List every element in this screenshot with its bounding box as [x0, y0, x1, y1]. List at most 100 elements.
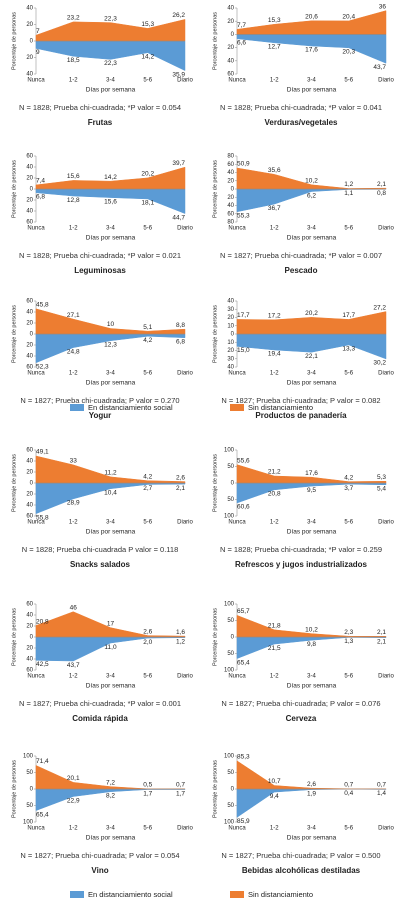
- x-tick-label: 1-2: [270, 826, 279, 832]
- value-label: 7,4: [36, 178, 45, 185]
- y-tick-label: 10: [227, 340, 234, 346]
- value-label: 19,4: [268, 351, 281, 358]
- value-label: 17: [107, 620, 115, 627]
- x-tick-label: Nunca: [228, 226, 246, 232]
- value-label: 1,4: [377, 790, 386, 797]
- x-axis-label: Días por semana: [287, 235, 337, 242]
- value-label: 3,7: [344, 485, 353, 492]
- y-tick-label: 0: [30, 39, 34, 45]
- y-tick-label: 30: [227, 356, 234, 362]
- y-tick-label: 50: [227, 651, 234, 657]
- x-tick-label: 1-2: [270, 674, 279, 680]
- value-label: 2,1: [377, 638, 386, 645]
- x-tick-label: 3-4: [307, 520, 316, 526]
- value-label: 44,7: [172, 214, 185, 221]
- y-tick-label: 100: [224, 668, 235, 674]
- area: [236, 311, 387, 335]
- chart-title: Frutas: [88, 118, 113, 127]
- value-label: 2,1: [377, 181, 386, 188]
- note: N = 1828; Prueba chi-cuadrada; *P valor …: [220, 545, 382, 554]
- area: [35, 308, 186, 335]
- x-tick-label: 1-2: [69, 674, 78, 680]
- value-label: 1,7: [143, 790, 152, 797]
- value-label: 22,3: [104, 15, 117, 22]
- value-label: 0,5: [143, 782, 152, 789]
- area: [236, 10, 387, 35]
- x-axis-label: Días por semana: [86, 683, 136, 690]
- value-label: 6,2: [307, 192, 316, 199]
- value-label: 49,1: [36, 449, 49, 456]
- value-label: 20,1: [67, 775, 80, 782]
- y-tick-label: 0: [231, 635, 235, 641]
- value-label: 2,6: [176, 474, 185, 481]
- note: N = 1828; Prueba chi-cuadrada; *P valor …: [19, 103, 181, 112]
- y-tick-label: 100: [224, 602, 235, 608]
- value-label: 1,1: [344, 190, 353, 197]
- value-label: 15,0: [237, 347, 250, 354]
- value-label: 60,6: [237, 504, 250, 511]
- value-label: 2,7: [143, 485, 152, 492]
- y-tick-label: 10: [227, 323, 234, 329]
- value-label: 85,3: [237, 754, 250, 761]
- value-label: 33: [70, 458, 78, 465]
- value-label: 2,1: [176, 485, 185, 492]
- y-tick-label: 100: [224, 448, 235, 454]
- x-tick-label: 3-4: [106, 371, 115, 377]
- x-tick-label: 3-4: [307, 226, 316, 232]
- y-tick-label: 60: [26, 154, 33, 160]
- y-tick-label: 20: [227, 348, 234, 354]
- x-tick-label: 1-2: [69, 826, 78, 832]
- value-label: 20,2: [141, 171, 154, 178]
- x-tick-label: 1-2: [69, 78, 78, 84]
- area: [35, 166, 186, 190]
- y-axis-label: Porcentaje de personas: [212, 160, 218, 218]
- y-tick-label: 20: [26, 343, 33, 349]
- y-tick-label: 20: [26, 492, 33, 498]
- value-label: 30,2: [373, 360, 386, 367]
- note: N = 1828; Prueba chi-cuadrada; *P valor …: [19, 251, 181, 260]
- x-tick-label: Diario: [177, 520, 193, 526]
- value-label: 0,4: [344, 790, 353, 797]
- y-tick-label: 40: [227, 170, 234, 176]
- y-tick-label: 0: [30, 332, 34, 338]
- value-label: 55,6: [237, 457, 250, 464]
- value-label: 12,8: [67, 197, 80, 204]
- y-tick-label: 40: [227, 6, 234, 12]
- value-label: 4,2: [143, 337, 152, 344]
- value-label: 2,6: [307, 781, 316, 788]
- value-label: 8,2: [106, 792, 115, 799]
- note: N = 1827; Prueba chi-cuadrada; P valor =…: [221, 396, 380, 405]
- value-label: 0,7: [377, 781, 386, 788]
- value-label: 71,4: [36, 758, 49, 765]
- x-tick-label: 5-6: [143, 826, 152, 832]
- x-tick-label: 3-4: [106, 674, 115, 680]
- value-label: 1,2: [344, 181, 353, 188]
- value-label: 8,8: [176, 322, 185, 329]
- value-label: 55,8: [36, 514, 49, 521]
- x-tick-label: Diario: [378, 520, 394, 526]
- x-tick-label: 1-2: [270, 520, 279, 526]
- y-tick-label: 50: [26, 803, 33, 809]
- value-label: 2,0: [143, 639, 152, 646]
- y-tick-label: 40: [227, 203, 234, 209]
- value-label: 15,3: [141, 21, 154, 28]
- value-label: 21,8: [268, 623, 281, 630]
- x-axis-label: Días por semana: [86, 87, 136, 94]
- y-tick-label: 20: [227, 195, 234, 201]
- value-label: 20,4: [342, 14, 355, 21]
- value-label: 20,2: [305, 310, 318, 317]
- value-label: 22,9: [67, 797, 80, 804]
- x-tick-label: 1-2: [69, 371, 78, 377]
- note: N = 1827; Prueba chi-cuadrada; P valor =…: [20, 396, 179, 405]
- y-tick-label: 100: [224, 820, 235, 826]
- x-tick-label: Nunca: [228, 674, 246, 680]
- y-tick-label: 50: [227, 618, 234, 624]
- y-tick-label: 100: [23, 754, 34, 760]
- value-label: 36: [379, 3, 387, 10]
- y-tick-label: 40: [26, 613, 33, 619]
- value-label: 15,3: [268, 17, 281, 24]
- y-tick-label: 40: [26, 72, 33, 78]
- x-tick-label: Diario: [378, 371, 394, 377]
- value-label: 10,2: [305, 626, 318, 633]
- area: [35, 482, 186, 515]
